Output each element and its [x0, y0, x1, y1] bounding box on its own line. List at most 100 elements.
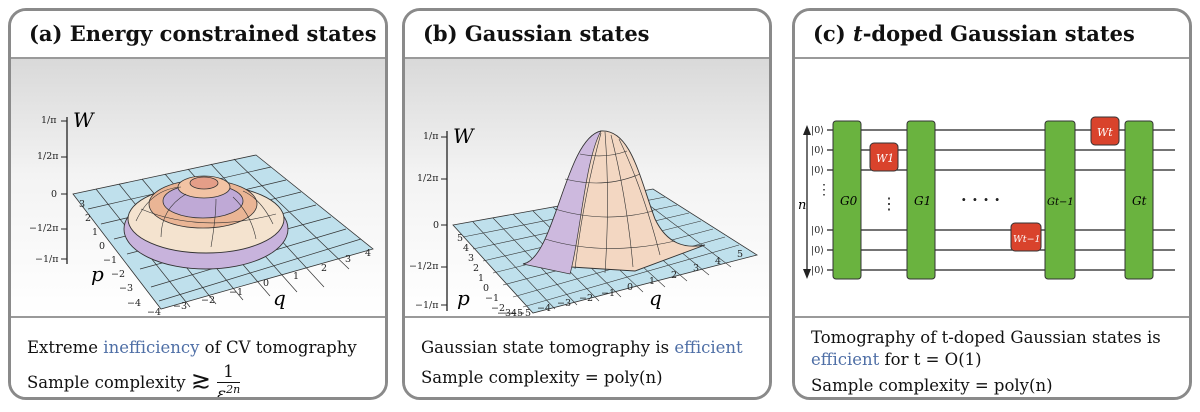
p-tick: −1 [103, 255, 117, 266]
p-tick: −2 [111, 269, 125, 280]
qubit-label: |0⟩ [811, 225, 824, 236]
p-tick: −4 [127, 298, 141, 309]
q-tick: 1 [649, 276, 655, 287]
axis-q-label: q [649, 286, 662, 310]
qubit-label: |0⟩ [811, 265, 824, 276]
panel-a-title: (a) Energy constrained states [11, 11, 385, 59]
p-tick: −2 [491, 303, 505, 314]
gate-wt: Wt [1090, 116, 1120, 146]
q-tick: 2 [671, 270, 677, 281]
gate-wt-minus-1: Wt−1 [1010, 222, 1042, 252]
p-tick: −3 [119, 283, 133, 294]
q-tick: −2 [201, 295, 215, 306]
p-tick: 1 [478, 273, 484, 284]
qubit-label: |0⟩ [811, 125, 824, 136]
panel-a-caption: Extreme inefficiency of CV tomography Sa… [11, 316, 385, 397]
p-tick: 1 [92, 227, 98, 238]
q-tick: 0 [263, 278, 269, 289]
panel-t-doped: (c) t-doped Gaussian states |0⟩ |0⟩ |0⟩ … [792, 8, 1192, 400]
p-tick: −3 [497, 308, 511, 316]
circuit-diagram: |0⟩ |0⟩ |0⟩ |0⟩ |0⟩ |0⟩ ⋮ n G0 G1 [798, 116, 1175, 280]
q-tick: 0 [627, 282, 633, 293]
q-tick: −5 [517, 308, 531, 316]
panel-b-caption: Gaussian state tomography is efficient S… [405, 316, 769, 397]
caption-c-line1: Tomography of t-doped Gaussian states is [811, 328, 1161, 347]
caption-a-line1: Extreme inefficiency of CV tomography [27, 338, 357, 357]
svg-text:W1: W1 [876, 152, 894, 165]
w-tick: −1/2π [409, 261, 439, 272]
axis-w-label: W [73, 108, 95, 132]
p-tick: 2 [85, 213, 91, 224]
p-tick: 2 [473, 263, 479, 274]
caption-c-line3: Sample complexity = poly(n) [811, 376, 1053, 395]
q-tick: −3 [173, 301, 187, 312]
q-tick: −3 [557, 298, 571, 309]
panel-gaussian: (b) Gaussian states 1/π 1/2π 0 −1/2π −1/… [402, 8, 772, 400]
panel-b-figure: 1/π 1/2π 0 −1/2π −1/π W [405, 59, 769, 319]
q-tick: 1 [293, 271, 299, 282]
p-tick: 0 [99, 241, 105, 252]
w-tick: 1/2π [417, 173, 439, 184]
wigner-plot-a: 1/π 1/2π 0 −1/2π −1/π W [29, 108, 374, 318]
circuit-ellipsis: · · · · [961, 190, 1000, 209]
qubit-label: |0⟩ [811, 145, 824, 156]
p-tick: 0 [483, 283, 489, 294]
gate-gt-minus-1: Gt−1 [1044, 120, 1076, 280]
w-tick: 1/2π [37, 151, 59, 162]
panel-b-title: (b) Gaussian states [405, 11, 769, 59]
q-tick: 3 [693, 263, 699, 274]
caption-b-line2: Sample complexity = poly(n) [421, 368, 663, 387]
panel-c-figure: |0⟩ |0⟩ |0⟩ |0⟩ |0⟩ |0⟩ ⋮ n G0 G1 [795, 59, 1189, 316]
panel-energy-constrained: (a) Energy constrained states 1/π 1/2π 0… [8, 8, 388, 400]
w-tick: 1/π [423, 131, 439, 142]
caption-c-line2: efficient for t = O(1) [811, 350, 982, 369]
gate-gt: Gt [1124, 120, 1154, 280]
caption-b-line1: Gaussian state tomography is efficient [421, 338, 743, 357]
svg-text:Wt: Wt [1097, 126, 1113, 139]
wigner-plot-b: 1/π 1/2π 0 −1/2π −1/π W [409, 124, 758, 319]
axis-p-label: p [457, 286, 470, 310]
q-tick: 2 [321, 263, 327, 274]
n-label: n [798, 198, 806, 213]
svg-text:⋮: ⋮ [881, 194, 897, 213]
w-tick: −1/2π [29, 223, 59, 234]
svg-text:G1: G1 [914, 194, 931, 208]
svg-text:Gt: Gt [1132, 194, 1147, 208]
axis-w-label: W [453, 124, 475, 148]
q-tick: 4 [715, 256, 721, 267]
axis-p-label: p [91, 262, 104, 286]
w-tick: 0 [433, 220, 439, 231]
svg-text:Gt−1: Gt−1 [1047, 197, 1074, 208]
q-tick: 5 [737, 249, 743, 260]
panel-a-figure: 1/π 1/2π 0 −1/2π −1/π W [11, 59, 385, 318]
p-tick: 5 [457, 233, 463, 244]
panel-c-title: (c) t-doped Gaussian states [795, 11, 1189, 59]
q-tick: 4 [365, 248, 371, 259]
gate-g1: G1 [906, 120, 936, 280]
p-tick: −5 [509, 308, 523, 316]
w-tick: 0 [51, 189, 57, 200]
q-tick: −4 [147, 307, 161, 316]
p-tick: −1 [485, 293, 499, 304]
fraction: 1 ε2n [216, 362, 241, 400]
q-tick: 3 [345, 254, 351, 265]
caption-a-line2: Sample complexity ≳ 1 ε2n [27, 362, 241, 400]
q-tick: −1 [229, 287, 243, 298]
gate-g0: G0 [832, 120, 862, 280]
w-tick: −1/π [415, 300, 438, 311]
svg-text:⋮: ⋮ [817, 182, 831, 198]
qubit-label: |0⟩ [811, 165, 824, 176]
q-tick: −1 [601, 288, 615, 299]
p-tick: 4 [463, 243, 469, 254]
svg-text:G0: G0 [840, 194, 858, 208]
axis-q-label: q [273, 286, 286, 310]
q-tick: −2 [579, 293, 593, 304]
svg-text:Wt−1: Wt−1 [1013, 234, 1041, 245]
w-tick: 1/π [41, 115, 57, 126]
p-tick: 3 [468, 253, 474, 264]
panel-c-caption: Tomography of t-doped Gaussian states is… [795, 316, 1189, 397]
w-tick: −1/π [35, 254, 58, 265]
q-tick: −4 [537, 303, 551, 314]
qubit-label: |0⟩ [811, 245, 824, 256]
p-tick: 3 [79, 199, 85, 210]
